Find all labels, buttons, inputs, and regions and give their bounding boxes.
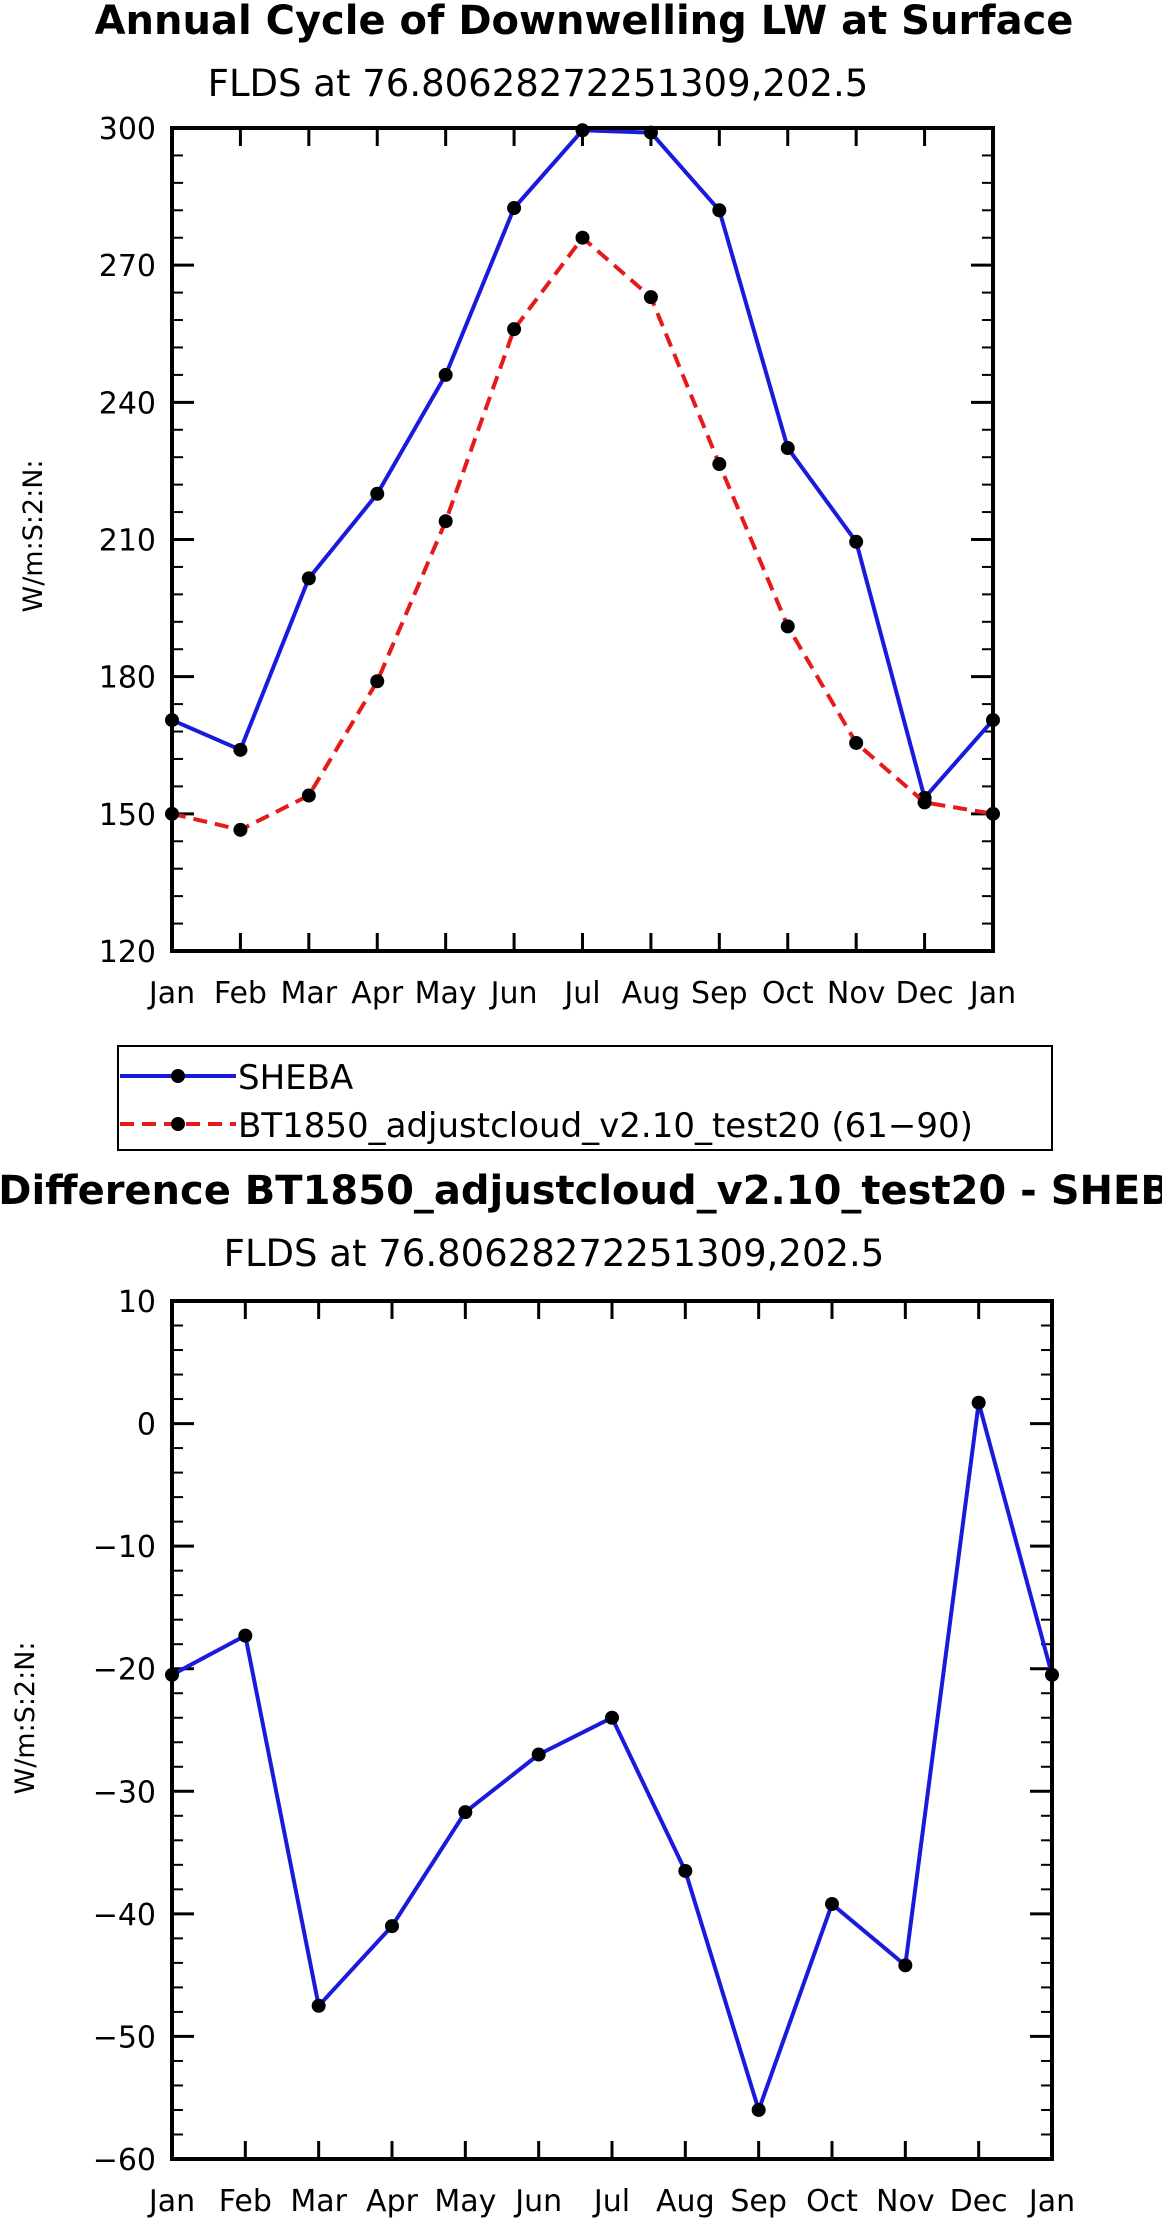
chart-2-series-0-point (385, 1919, 399, 1934)
chart-1-series-1-line (171, 235, 994, 832)
chart-2-series-0-line (171, 1400, 1054, 2112)
chart-1-ticks: Jan Feb Mar Apr May Jun Jul Aug Sep Oct Nov Dec Jan 1… (99, 112, 1016, 1011)
chart-2-series-0-point (311, 1998, 326, 2013)
chart-1-plot-area (165, 123, 1000, 837)
chart-2-x-tick-label: Dec (950, 2184, 1008, 2219)
chart-2-x-tick-label: Oct (806, 2184, 858, 2219)
legend-model-marker (171, 1117, 185, 1131)
chart-1-series-1-point (575, 230, 590, 245)
legend-sheba-marker (171, 1069, 185, 1083)
chart-2-y-tick-label: −20 (93, 1653, 156, 1688)
chart-2-series-0-point (971, 1395, 986, 1410)
chart-1-y-tick-label: 210 (99, 524, 156, 559)
chart-2-x-tick-label: Jun (513, 2184, 562, 2219)
chart-1-series-1-point (849, 735, 864, 750)
chart-1-series-0-point (575, 123, 590, 138)
chart-1-x-tick-label: Feb (214, 976, 267, 1011)
chart-1-series-0-point (849, 534, 864, 549)
chart-2-x-tick-label: Apr (366, 2184, 419, 2219)
chart-1-x-tick-label: Apr (351, 976, 404, 1011)
chart-2-y-tick-label: −30 (93, 1775, 156, 1810)
chart-2-y-axis-label: W/m:S:2:N: (10, 1642, 41, 1795)
chart-1-x-tick-label: Jun (489, 976, 538, 1011)
chart-2-y-tick-label: 10 (118, 1285, 156, 1320)
chart-1-y-tick-label: 120 (99, 935, 156, 970)
chart-2-ticks: Jan Feb Mar Apr May Jun Jul Aug Sep Oct Nov Dec Jan −… (93, 1285, 1075, 2219)
chart-1-subtitle: FLDS at 76.80628272251309,202.5 (208, 62, 869, 105)
chart-2-x-tick-label: Aug (656, 2184, 715, 2219)
chart-2-y-tick-label: −60 (93, 2143, 156, 2178)
chart-1-series-1-point (370, 674, 385, 689)
chart-2-series-0-point (751, 2102, 766, 2117)
chart-2-series-0-point (531, 1747, 546, 1762)
chart-2-x-tick-label: Jan (1027, 2184, 1075, 2219)
chart-1-series-0-line (171, 128, 995, 800)
chart-2-x-tick-label: Jan (147, 2184, 195, 2219)
chart-1-y-tick-label: 240 (99, 386, 156, 421)
chart-1-x-tick-label: Sep (691, 976, 748, 1011)
legend-box (117, 1045, 1053, 1151)
chart-2-x-tick-label: Mar (290, 2184, 347, 2219)
chart-1-x-tick-label: Jan (968, 976, 1016, 1011)
legend-model-label: BT1850_adjustcloud_v2.10_test20 (61−90) (238, 1106, 973, 1146)
chart-1-y-tick-label: 300 (99, 112, 156, 147)
legend: SHEBA BT1850_adjustcloud_v2.10_test20 (6… (117, 1045, 1053, 1151)
chart-2-series-0-point (678, 1863, 693, 1878)
chart-1-series-1-point (712, 457, 727, 472)
chart-1-series-0-point (233, 742, 248, 757)
chart-2-y-tick-label: −40 (93, 1898, 156, 1933)
chart-2-subtitle: FLDS at 76.80628272251309,202.5 (224, 1232, 885, 1275)
chart-1-series-1-point (507, 322, 522, 337)
chart-1-series-1-point (233, 822, 248, 837)
chart-1-y-tick-label: 270 (99, 249, 156, 284)
chart-1-series-0-point (301, 571, 316, 586)
chart-1-series-0-point (712, 203, 727, 218)
chart-2-x-tick-label: Jul (592, 2184, 630, 2219)
chart-1-series-1-point (438, 514, 453, 529)
chart-1-y-axis-label: W/m:S:2:N: (18, 460, 49, 613)
chart-1-series-1-point (301, 788, 316, 803)
chart-1-series-1-point (780, 619, 795, 634)
chart-2-y-tick-label: −10 (93, 1530, 156, 1565)
chart-2-title: Difference BT1850_adjustcloud_v2.10_test… (0, 1168, 1162, 1214)
chart-1-y-tick-label: 150 (99, 798, 156, 833)
annual-cycle-chart: Annual Cycle of Downwelling LW at Surfac… (18, 0, 1073, 1011)
chart-2-y-tick-label: −50 (93, 2020, 156, 2055)
chart-1-x-tick-label: Mar (281, 976, 338, 1011)
chart-1-y-tick-label: 180 (99, 661, 156, 696)
chart-2-series-0-point (825, 1897, 839, 1912)
chart-1-x-tick-label: Aug (622, 976, 681, 1011)
chart-1-series-0-point (370, 486, 385, 501)
chart-2-series-0-point (238, 1628, 253, 1643)
chart-2-frame (170, 1299, 1054, 2161)
chart-2-x-tick-label: Sep (730, 2184, 787, 2219)
chart-1-x-tick-label: May (415, 976, 477, 1011)
chart-1-frame (170, 126, 995, 953)
chart-2-y-tick-label: 0 (137, 1408, 156, 1443)
chart-1-x-tick-label: Oct (762, 976, 814, 1011)
chart-1-series-0-point (780, 441, 795, 456)
chart-1-x-tick-label: Dec (896, 976, 954, 1011)
chart-2-series-0-point (898, 1958, 913, 1973)
chart-2-series-0-point (605, 1710, 619, 1725)
chart-2-x-tick-label: May (434, 2184, 496, 2219)
difference-chart: Difference BT1850_adjustcloud_v2.10_test… (0, 1168, 1162, 2219)
chart-1-series-1-point (643, 290, 658, 305)
chart-2-series-0-point (458, 1805, 473, 1820)
legend-sheba-label: SHEBA (238, 1058, 353, 1098)
chart-2-x-tick-label: Nov (876, 2184, 935, 2219)
chart-1-series-0-point (507, 201, 522, 216)
chart-1-title: Annual Cycle of Downwelling LW at Surfac… (95, 0, 1074, 44)
chart-1-series-0-point (438, 367, 453, 382)
chart-1-x-tick-label: Jul (562, 976, 600, 1011)
chart-1-series-1-point (917, 795, 932, 810)
chart-2-plot-area (165, 1395, 1059, 2117)
chart-1-x-tick-label: Nov (827, 976, 886, 1011)
chart-2-x-tick-label: Feb (219, 2184, 272, 2219)
chart-1-x-tick-label: Jan (147, 976, 195, 1011)
